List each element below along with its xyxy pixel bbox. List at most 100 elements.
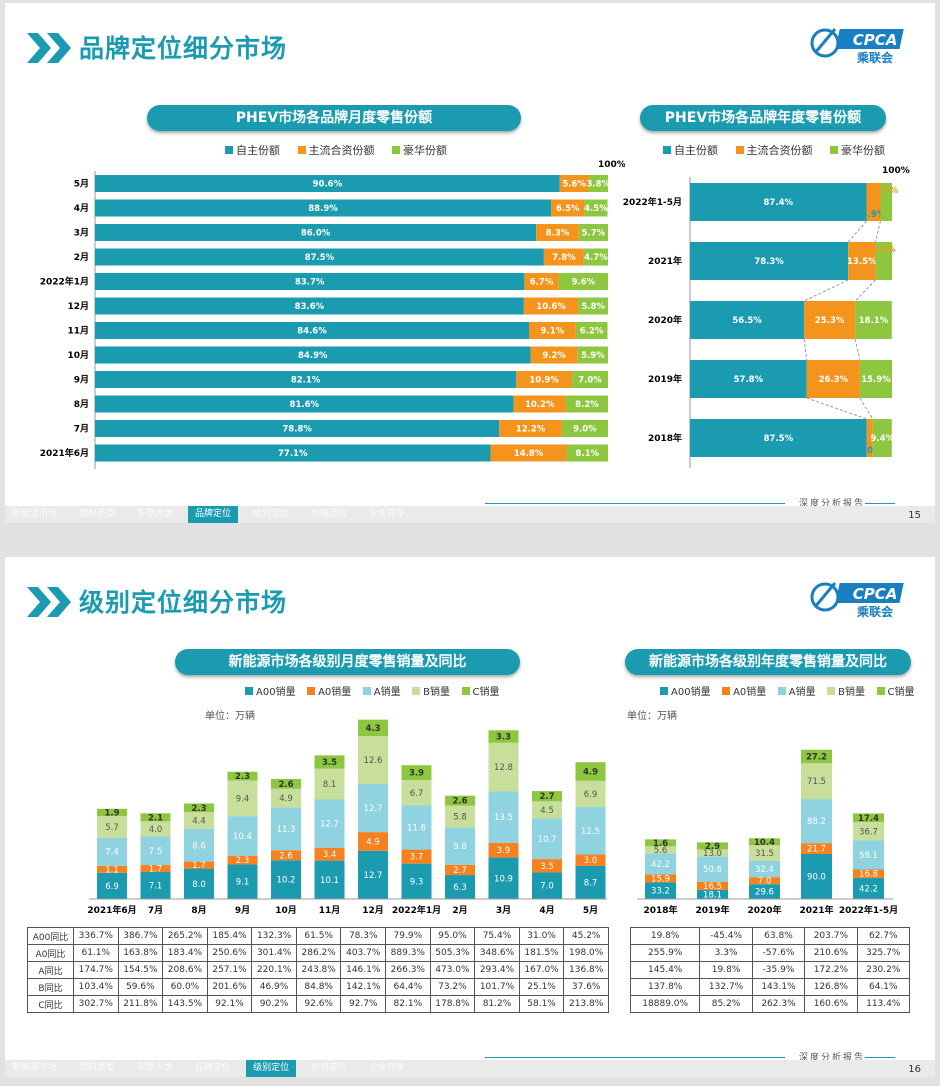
bar-label: 18.1 [703, 890, 722, 900]
bar-segment [578, 224, 608, 241]
bar-label: 10.9 [494, 874, 513, 884]
category-label: 2018年 [643, 904, 677, 916]
category-label: 3月 [74, 228, 89, 239]
bar-segment [445, 805, 475, 828]
bar-segment [645, 853, 676, 875]
monthly-yoy-table: A00同比 336.7% 386.7% 265.2% 185.4% 132.3% 61.5%… [27, 927, 609, 1013]
bar-segment [532, 818, 562, 860]
bar-label: 8.2% [872, 245, 896, 255]
slide-brand-positioning: 品牌定位细分市场 CPCA 乘联会 PHEV市场各品牌月度零售份额 PHEV市场… [5, 3, 935, 523]
category-label: 2018年 [648, 432, 682, 444]
bar-label: 88.9% [308, 204, 338, 214]
bar-segment [566, 444, 608, 462]
tab-1[interactable]: 燃料类型 [79, 1063, 116, 1073]
bar-segment [184, 812, 214, 829]
bar-segment [572, 371, 608, 388]
bar-label: 3.9 [409, 769, 424, 779]
unit-label: 单位：万辆 [627, 711, 677, 722]
bar-segment [401, 863, 432, 899]
category-label: 7月 [148, 905, 163, 916]
bar-label: 27.2 [806, 753, 827, 763]
bar-label: 2.6 [278, 780, 293, 790]
tab-1[interactable]: 燃料类型 [79, 509, 116, 519]
bar-label: 5.8 [453, 813, 467, 823]
category-label: 2020年 [648, 314, 682, 326]
category-label: 11月 [319, 905, 341, 916]
tab-6[interactable]: 企业竞争 [369, 509, 406, 519]
bar-segment [227, 780, 258, 817]
tab-4[interactable]: 级别定位 [253, 509, 290, 519]
bar-segment [97, 837, 127, 866]
bar-segment [577, 346, 608, 364]
bar-label: 26.3% [819, 375, 849, 385]
tab-0[interactable]: 新能源市场 [12, 1063, 58, 1073]
bar-label: 2.3 [191, 804, 206, 814]
bar-segment [880, 183, 892, 221]
bar-label: 21.7 [807, 845, 826, 855]
category-label: 9月 [235, 905, 250, 916]
bar-segment [184, 861, 214, 869]
tab-3[interactable]: 品牌定位 [188, 506, 239, 523]
bar-segment [528, 322, 576, 339]
category-label: 10月 [67, 350, 89, 361]
bar-label: 9.4 [236, 794, 250, 804]
bar-label: 6.5% [556, 204, 580, 214]
bar-label: 9.1 [236, 878, 250, 888]
monthly-legend: 自主份额 主流合资份额 豪华份额 [225, 142, 461, 158]
bar-label: 77.1% [278, 449, 308, 459]
bar-label: 16.8 [859, 870, 878, 880]
bar-label: 5.7 [105, 823, 119, 833]
bar-segment [358, 783, 388, 833]
tab-5[interactable]: 价格定位 [311, 1063, 348, 1073]
bar-segment [271, 850, 301, 861]
bar-label: 6.7 [410, 789, 424, 799]
bar-segment [575, 780, 606, 808]
bar-segment [749, 838, 780, 846]
bar-segment [95, 175, 560, 192]
tab-2[interactable]: 车型大类 [137, 1063, 174, 1073]
bar-segment [690, 183, 867, 221]
tab-0[interactable]: 新能源市场 [12, 509, 58, 519]
bar-segment [697, 842, 728, 850]
table-row: C同比 302.7% 211.8% 143.5% 92.1% 90.2% 92.6% 92.7… [27, 995, 609, 1013]
bar-label: 7.8% [552, 253, 576, 263]
bar-label: 7.0% [578, 376, 602, 386]
tab-5[interactable]: 价格定位 [311, 509, 348, 519]
bar-segment [97, 872, 127, 899]
bar-segment [588, 175, 608, 192]
bar-label: 2.3 [236, 856, 250, 866]
bar-label: 8.2% [575, 400, 599, 410]
bar-label: 12.6 [364, 756, 383, 766]
tab-2[interactable]: 车型大类 [137, 509, 174, 519]
bar-label: 4.9 [279, 794, 293, 804]
bar-segment [523, 297, 579, 315]
monthly-share-chart: 100% 5月 90.6% 5.6% 3.8% 4月 88.9% 6.5% 4.5% 3月 86.0… [40, 160, 625, 469]
bar-segment [95, 395, 514, 413]
bar-label: 84.6% [297, 327, 327, 337]
tab-3[interactable]: 品牌定位 [195, 1063, 232, 1073]
bar-segment [488, 791, 519, 843]
tab-4[interactable]: 级别定位 [246, 1060, 297, 1077]
bar-label: 4.3 [365, 724, 380, 734]
bar-segment [645, 882, 676, 899]
category-label: 11月 [67, 326, 89, 337]
bar-label: 4.5 [540, 806, 554, 816]
bar-segment [875, 242, 892, 280]
bar-label: 18.1% [859, 316, 889, 326]
page-title: 级别定位细分市场 [79, 588, 288, 617]
category-label: 4月 [539, 905, 554, 916]
bar-segment [140, 821, 171, 837]
tab-6[interactable]: 企业竞争 [369, 1063, 406, 1073]
bar-segment [140, 872, 171, 899]
bar-label: 1.7 [192, 861, 206, 871]
bar-segment [401, 765, 432, 781]
bar-segment [804, 301, 856, 339]
bar-segment [801, 799, 832, 844]
bar-label: 6.2% [580, 327, 604, 337]
bar-label: 82.1% [291, 376, 321, 386]
category-label: 8月 [74, 399, 89, 410]
bar-label: 50.6 [703, 865, 722, 875]
bar-label: 10.7 [538, 835, 557, 845]
bar-label: 16.5 [703, 882, 722, 892]
bar-segment [445, 827, 475, 865]
